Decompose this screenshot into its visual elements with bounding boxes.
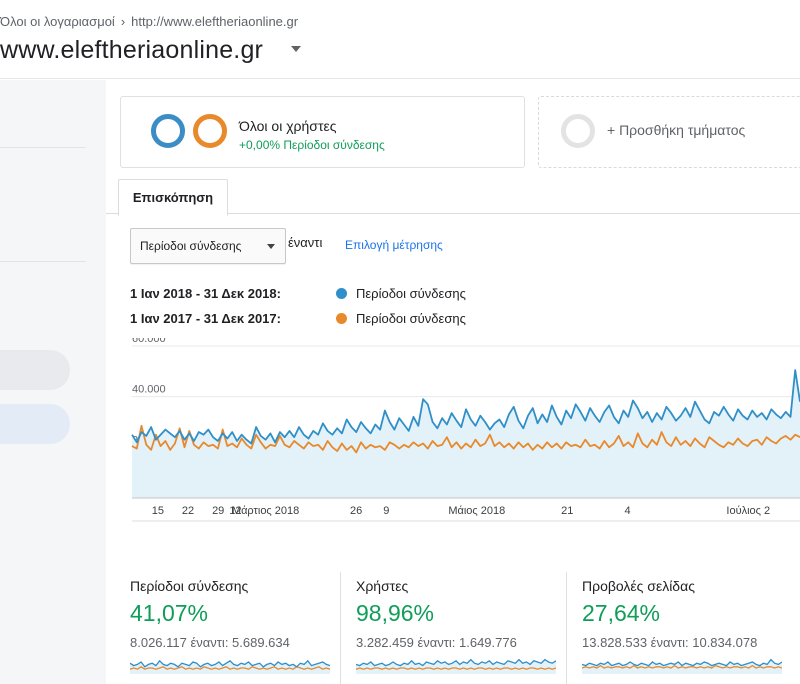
breadcrumb-property-url[interactable]: http://www.eleftheriaonline.gr: [131, 14, 299, 29]
left-navigation: [0, 80, 106, 684]
kpi-title: Περίοδοι σύνδεσης: [130, 578, 249, 594]
x-tick-label: Μάιος 2018: [448, 505, 505, 517]
x-tick-label: 12: [229, 505, 241, 517]
metric-select-value: Περίοδοι σύνδεσης: [140, 239, 242, 253]
x-tick-label: 9: [383, 505, 389, 517]
x-tick-label: 21: [561, 505, 573, 517]
nav-item[interactable]: [0, 350, 70, 390]
nav-divider: [0, 147, 86, 148]
main-content: Όλοι οι χρήστες +0,00% Περίοδοι σύνδεσης…: [106, 80, 800, 684]
series-line-2017: [131, 424, 800, 454]
sparkline-area: [130, 660, 330, 674]
kpi-sparkline: [130, 659, 330, 674]
segment-subtitle: +0,00% Περίοδοι σύνδεσης: [239, 138, 385, 152]
series-area-2018: [132, 370, 800, 498]
legend-row-current: 1 Ιαν 2018 - 31 Δεκ 2018: Περίοδοι σύνδεσ…: [130, 286, 466, 301]
chevron-down-icon[interactable]: [291, 46, 301, 52]
x-tick-label: 15: [152, 505, 164, 517]
kpi-card[interactable]: Προβολές σελίδας 27,64% 13.828.533 έναντι:…: [582, 560, 782, 684]
choose-metric-link[interactable]: Επιλογή μέτρησης: [345, 238, 443, 252]
segment-ring-icon: [193, 114, 227, 148]
legend-series-name: Περίοδοι σύνδεσης: [356, 311, 466, 326]
breadcrumb-all-accounts[interactable]: Όλοι οι λογαριασμοί: [0, 14, 115, 29]
legend-dot-icon: [336, 288, 347, 299]
versus-label: έναντι: [288, 235, 323, 250]
legend-range: 1 Ιαν 2018 - 31 Δεκ 2018:: [130, 286, 281, 301]
sparkline-current: [130, 659, 330, 668]
breadcrumb: Όλοι οι λογαριασμοί › http://www.eleftheri…: [0, 14, 298, 29]
kpi-comparison: 8.026.117 έναντι: 5.689.634: [130, 635, 290, 650]
legend-row-previous: 1 Ιαν 2017 - 31 Δεκ 2017: Περίοδοι σύνδεσ…: [130, 311, 466, 326]
kpi-card[interactable]: Περίοδοι σύνδεσης 41,07% 8.026.117 έναντι:…: [130, 560, 330, 684]
kpi-sparkline: [582, 658, 782, 674]
kpi-divider: [340, 572, 341, 684]
segment-card-all-users[interactable]: Όλοι οι χρήστες +0,00% Περίοδοι σύνδεσης: [120, 96, 525, 168]
metric-select[interactable]: Περίοδοι σύνδεσης: [130, 228, 286, 264]
x-tick-label: 26: [350, 505, 362, 517]
sparkline-previous: [582, 664, 782, 669]
legend-series-name: Περίοδοι σύνδεσης: [356, 286, 466, 301]
kpi-card[interactable]: Χρήστες 98,96% 3.282.459 έναντι: 1.649.776: [356, 560, 556, 684]
legend-dot-icon: [336, 313, 347, 324]
x-tick-label: Ιούλιος 2: [726, 505, 770, 517]
property-title[interactable]: www.eleftheriaonline.gr: [0, 36, 264, 64]
empty-segment-ring-icon: [561, 114, 595, 148]
y-tick-label: 60.000: [132, 338, 166, 345]
kpi-comparison: 13.828.533 έναντι: 10.834.078: [582, 635, 758, 650]
x-tick-label: Μάρτιος 2018: [232, 505, 299, 517]
sparkline-current: [582, 658, 782, 667]
add-segment-label: + Προσθήκη τμήματος: [607, 122, 746, 138]
chevron-down-icon: [267, 244, 275, 249]
app-header: Όλοι οι λογαριασμοί › http://www.eleftheri…: [0, 0, 800, 79]
segment-ring-icon: [151, 114, 185, 148]
kpi-sparkline: [356, 658, 556, 674]
chevron-right-icon: ›: [120, 14, 126, 29]
kpi-title: Χρήστες: [356, 578, 409, 594]
x-tick-label: 4: [625, 505, 631, 517]
kpi-title: Προβολές σελίδας: [582, 578, 695, 594]
segment-title: Όλοι οι χρήστες: [239, 118, 337, 134]
series-line-2018: [131, 369, 800, 445]
legend-range: 1 Ιαν 2017 - 31 Δεκ 2017:: [130, 311, 281, 326]
tab-overview[interactable]: Επισκόπηση: [118, 179, 228, 216]
x-tick-label: 29: [212, 505, 224, 517]
kpi-comparison: 3.282.459 έναντι: 1.649.776: [356, 635, 517, 650]
summary-metrics: Περίοδοι σύνδεσης 41,07% 8.026.117 έναντι:…: [106, 560, 800, 684]
sparkline-previous: [356, 667, 556, 670]
kpi-change-value: 27,64%: [582, 600, 661, 626]
nav-divider: [0, 261, 86, 262]
kpi-change-value: 41,07%: [130, 600, 209, 626]
tab-bar-divider: [106, 213, 800, 214]
sparkline-current: [356, 658, 556, 667]
add-segment-card[interactable]: + Προσθήκη τμήματος: [538, 96, 800, 168]
y-tick-label: 40.000: [132, 384, 166, 396]
kpi-change-value: 98,96%: [356, 600, 435, 626]
nav-item-active[interactable]: [0, 404, 70, 444]
kpi-divider: [566, 572, 567, 684]
x-tick-label: 22: [182, 505, 194, 517]
